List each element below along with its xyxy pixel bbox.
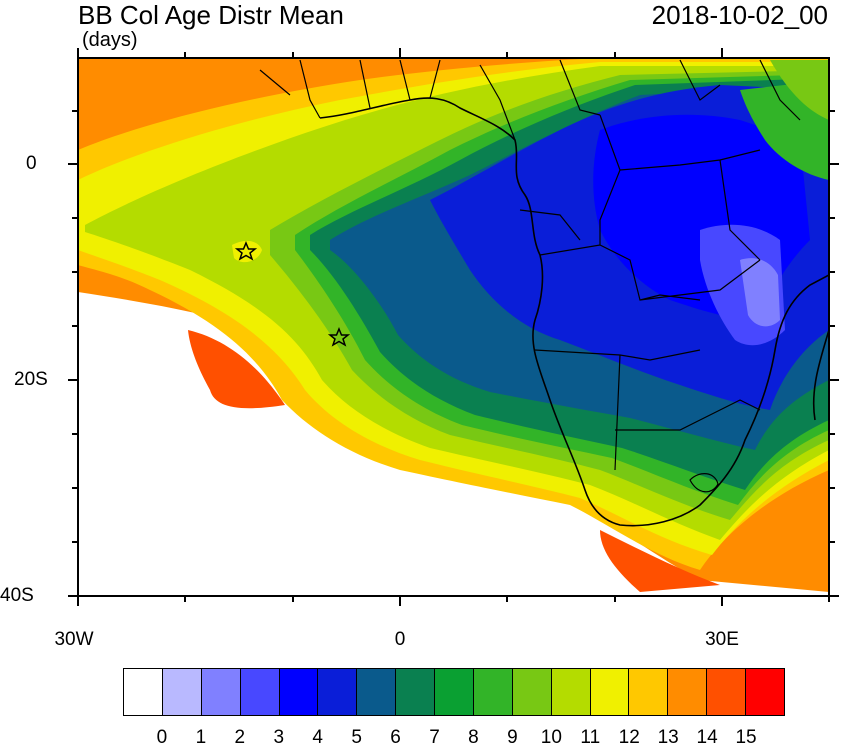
lon-label-30e: 30E	[705, 629, 739, 650]
map-panel	[68, 48, 839, 606]
colorbar-box-16	[746, 669, 784, 715]
madagascar-coast	[812, 329, 829, 421]
colorbar-label-9: 9	[507, 727, 518, 748]
colorbar-label-10: 10	[540, 727, 562, 748]
colorbar-box-15	[707, 669, 746, 715]
colorbar-label-14: 14	[696, 727, 718, 748]
colorbar-box-12	[590, 669, 630, 715]
lat-label-20s: 20S	[14, 369, 48, 390]
colorbar-label-12: 12	[618, 727, 640, 748]
star-markers	[234, 241, 351, 347]
units-label: (days)	[82, 29, 138, 51]
lon-label-0: 0	[394, 629, 406, 650]
colorbar-box-7	[396, 669, 435, 715]
lat-label-0: 0	[26, 153, 37, 174]
field-yellow-blob	[232, 240, 262, 263]
colorbar-box-13	[629, 669, 669, 715]
map-title: BB Col Age Distr Mean	[78, 0, 344, 30]
date-label: 2018-10-02_00	[651, 0, 828, 30]
field-band-14	[188, 330, 285, 409]
field-east-lgreen	[770, 60, 829, 120]
colorbar-labels: 0 1 2 3 4 5 6 7 8 9 10 11 12 13 14 15	[0, 728, 850, 752]
colorbar-box-8	[435, 669, 474, 715]
axis-ticks	[68, 48, 839, 606]
colorbar-label-1: 1	[195, 727, 207, 748]
colorbar-label-8: 8	[468, 727, 479, 748]
colorbar-box-11	[551, 669, 591, 715]
colorbar-box-3	[240, 669, 280, 715]
colorbar-box-1	[162, 669, 202, 715]
colorbar-label-15: 15	[735, 727, 757, 748]
colorbar-box-2	[201, 669, 241, 715]
colorbar-box-14	[668, 669, 708, 715]
colorbar-label-5: 5	[351, 727, 362, 748]
lon-label-30w: 30W	[54, 629, 94, 650]
colorbar-label-4: 4	[312, 727, 323, 748]
colorbar-label-11: 11	[580, 727, 601, 748]
colorbar-box-4	[279, 669, 319, 715]
colorbar-box-9	[473, 669, 513, 715]
colorbar	[123, 668, 785, 716]
africa-coast	[319, 97, 829, 527]
star-marker-2	[327, 327, 351, 347]
country-borders	[259, 59, 801, 493]
field-band-2	[740, 258, 780, 327]
colorbar-box-0	[124, 669, 163, 715]
colorbar-box-6	[357, 669, 397, 715]
lat-label-40s: 40S	[0, 585, 34, 606]
colorbar-label-2: 2	[234, 727, 246, 748]
colorbar-label-7: 7	[429, 727, 440, 748]
colorbar-label-3: 3	[273, 727, 285, 748]
star-marker-1	[234, 241, 258, 261]
colorbar-label-13: 13	[657, 727, 679, 748]
coastlines	[259, 59, 829, 527]
colorbar-label-6: 6	[390, 727, 401, 748]
age-field	[78, 58, 829, 596]
field-band-14b	[600, 530, 720, 592]
colorbar-box-10	[512, 669, 552, 715]
colorbar-label-0: 0	[156, 727, 168, 748]
colorbar-box-5	[318, 669, 358, 715]
